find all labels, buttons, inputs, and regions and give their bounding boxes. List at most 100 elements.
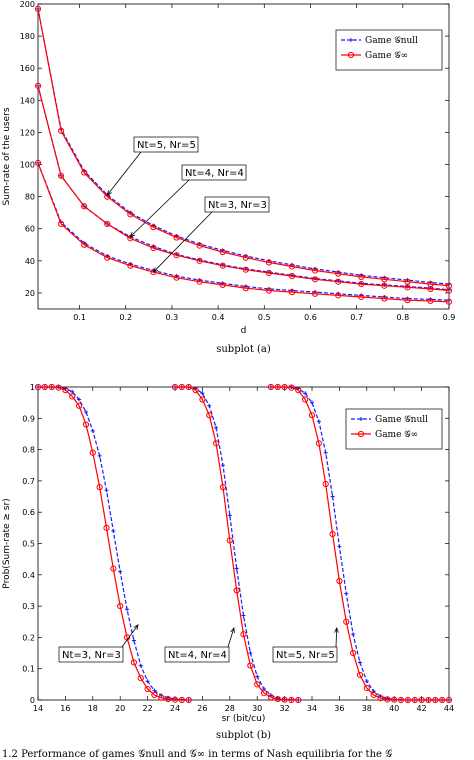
x-tick-label: 40 (389, 704, 399, 713)
data-point (199, 396, 206, 403)
x-tick-label: 0.3 (166, 313, 179, 322)
series-line (37, 85, 450, 292)
series-nt-3-nr-3-game-inf (34, 159, 453, 305)
data-point (377, 695, 384, 702)
x-tick-label: 24 (170, 704, 180, 713)
data-point (104, 488, 109, 493)
data-point (384, 696, 391, 703)
legend-box (345, 408, 443, 450)
annotation-arrowhead (133, 624, 139, 630)
data-point (206, 412, 213, 419)
annotation-box (181, 164, 247, 181)
y-tick-label: 40 (25, 257, 35, 266)
data-point (57, 220, 65, 228)
data-point (118, 569, 123, 574)
data-point (173, 234, 180, 241)
y-tick-label: 80 (25, 193, 35, 202)
data-point (127, 211, 134, 218)
data-point (165, 695, 172, 703)
data-point (322, 480, 329, 488)
data-point (254, 681, 261, 688)
data-point (76, 402, 83, 409)
data-point (381, 295, 388, 302)
data-point (311, 290, 319, 297)
data-point (55, 384, 62, 391)
data-point (57, 127, 65, 134)
data-point (311, 276, 319, 283)
data-point (248, 651, 253, 656)
data-point (335, 278, 342, 285)
legend-label: Game 𝒢∞ (365, 51, 408, 61)
annotation-box (204, 196, 270, 213)
x-tick-label: 14 (33, 704, 43, 713)
y-tick-label: 180 (20, 32, 35, 41)
data-point (445, 298, 453, 305)
data-point (70, 389, 75, 394)
data-point (288, 263, 296, 270)
annotation-label: Nt=4, Nr=4 (185, 168, 244, 179)
annotation-arrow (106, 151, 142, 196)
data-point (351, 632, 356, 637)
annotation-box (272, 646, 338, 663)
legend-label: Game 𝒢null (375, 415, 428, 425)
data-point (227, 513, 232, 518)
data-point (185, 383, 192, 391)
data-point (350, 649, 357, 657)
data-point (439, 696, 446, 704)
annotation-label: Nt=3, Nr=3 (208, 200, 267, 211)
data-point (241, 613, 246, 618)
legend-item-game-inf: Game 𝒢∞ (341, 51, 408, 61)
y-tick-label: 0.2 (22, 633, 35, 642)
annotation-box (58, 646, 124, 663)
x-tick-label: 0.6 (304, 313, 317, 322)
data-point (356, 671, 364, 679)
legend-marker (359, 417, 363, 421)
data-point (185, 696, 192, 704)
subplot-caption: subplot (b) (216, 730, 271, 741)
annotation-label: Nt=5, Nr=5 (276, 650, 335, 661)
x-tick-label: 26 (197, 704, 207, 713)
data-point (196, 242, 203, 249)
data-point (240, 631, 247, 638)
data-point (173, 274, 180, 281)
data-point (370, 691, 377, 699)
data-point (104, 220, 111, 228)
data-point (288, 384, 295, 391)
data-point (397, 696, 405, 704)
data-point (265, 259, 272, 266)
data-point (83, 410, 88, 415)
annotation-arrow (335, 627, 338, 648)
data-point (445, 287, 453, 294)
data-point (344, 591, 349, 596)
y-tick-label: 160 (20, 64, 35, 73)
data-point (303, 391, 308, 396)
x-tick-label: 38 (362, 704, 372, 713)
annotation-nt-4-nr-4: Nt=4, Nr=4 (164, 627, 235, 663)
data-point (411, 696, 418, 704)
series-nt-3-nr-3-game-null (36, 160, 451, 303)
data-point (274, 695, 281, 703)
y-tick-label: 0.4 (22, 571, 35, 580)
data-point (150, 244, 157, 252)
annotation-arrowhead (106, 190, 112, 196)
series-nt-3-nr-3-game-inf (34, 383, 192, 704)
data-point (281, 383, 288, 391)
data-point (90, 428, 95, 433)
data-point (150, 268, 157, 276)
x-tick-label: 20 (115, 704, 125, 713)
data-point (219, 484, 227, 491)
annotation-arrowhead (129, 232, 136, 238)
x-tick-label: 0.4 (212, 313, 225, 322)
y-axis-label: Sum-rate of the users (2, 107, 12, 205)
x-tick-label: 16 (60, 704, 70, 713)
data-point (125, 607, 130, 612)
x-tick-label: 0.1 (73, 313, 86, 322)
data-point (196, 278, 203, 285)
data-point (288, 289, 296, 296)
annotation-nt-5-nr-5: Nt=5, Nr=5 (106, 136, 199, 196)
data-point (34, 5, 42, 12)
y-tick-label: 0.6 (22, 508, 35, 517)
annotation-arrowhead (152, 267, 159, 273)
data-point (171, 696, 179, 703)
